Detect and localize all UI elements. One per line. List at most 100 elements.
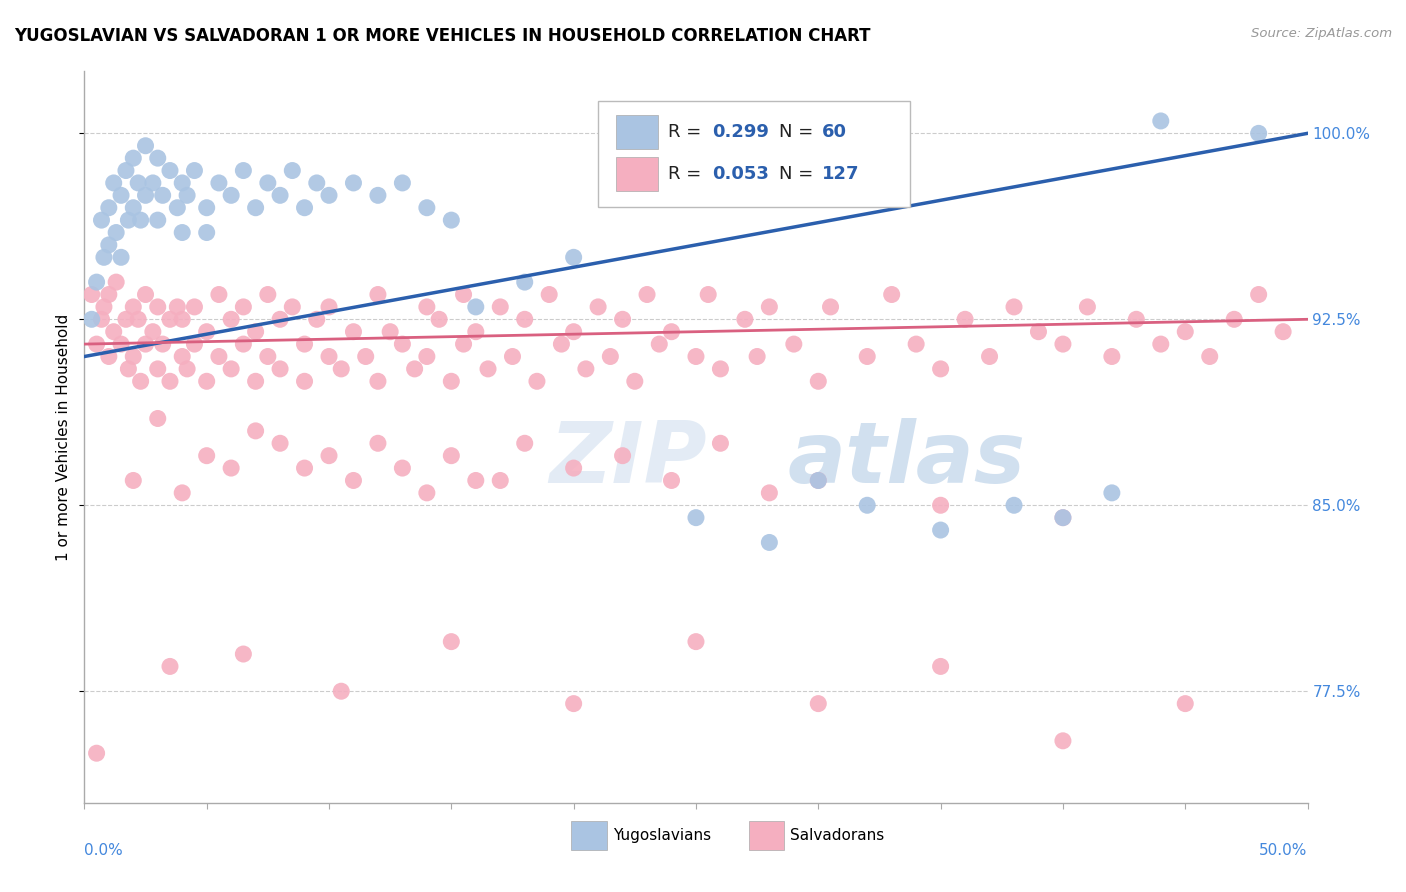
Point: [80, 287, 103, 301]
Point: [90, 213, 112, 227]
Point: [232, 300, 254, 314]
Point: [1028, 325, 1050, 339]
Point: [807, 474, 830, 488]
Point: [624, 374, 647, 388]
Point: [391, 461, 413, 475]
Point: [367, 374, 389, 388]
Point: [550, 337, 572, 351]
Point: [195, 449, 218, 463]
Point: [183, 337, 205, 351]
Point: [159, 659, 181, 673]
Text: 60: 60: [823, 123, 846, 141]
Point: [219, 312, 242, 326]
Point: [685, 350, 707, 364]
Point: [513, 436, 536, 450]
Point: [115, 312, 138, 326]
Point: [1223, 312, 1246, 326]
Point: [245, 424, 267, 438]
Point: [172, 176, 194, 190]
Point: [208, 176, 231, 190]
Text: 50.0%: 50.0%: [1260, 843, 1308, 858]
Point: [219, 188, 242, 202]
Point: [427, 312, 450, 326]
Point: [208, 350, 231, 364]
Point: [856, 498, 879, 512]
Point: [159, 374, 181, 388]
Point: [305, 176, 328, 190]
Point: [404, 362, 426, 376]
Text: 0.053: 0.053: [711, 165, 769, 183]
Point: [1198, 350, 1220, 364]
Point: [758, 300, 780, 314]
Point: [122, 201, 145, 215]
Point: [416, 300, 439, 314]
Point: [318, 449, 340, 463]
Point: [1247, 287, 1270, 301]
Point: [176, 362, 198, 376]
Point: [122, 151, 145, 165]
Point: [342, 325, 364, 339]
Point: [1174, 697, 1197, 711]
Point: [612, 449, 634, 463]
Point: [305, 312, 328, 326]
Point: [232, 647, 254, 661]
Point: [464, 325, 486, 339]
Point: [103, 325, 125, 339]
Point: [110, 337, 132, 351]
Point: [440, 449, 463, 463]
Point: [440, 213, 463, 227]
Point: [117, 362, 139, 376]
Point: [807, 474, 830, 488]
Point: [820, 300, 842, 314]
Point: [219, 461, 242, 475]
Point: [86, 275, 108, 289]
Point: [929, 523, 952, 537]
Point: [807, 374, 830, 388]
Point: [562, 250, 585, 264]
Point: [391, 176, 413, 190]
Point: [538, 287, 561, 301]
Point: [1247, 126, 1270, 140]
Point: [257, 176, 280, 190]
Point: [93, 250, 115, 264]
Point: [697, 287, 720, 301]
Point: [105, 275, 128, 289]
Point: [110, 250, 132, 264]
Point: [245, 374, 267, 388]
FancyBboxPatch shape: [748, 822, 785, 850]
Point: [105, 226, 128, 240]
Point: [1052, 734, 1074, 748]
Point: [1174, 325, 1197, 339]
Point: [122, 300, 145, 314]
Point: [294, 374, 316, 388]
Point: [232, 337, 254, 351]
Point: [281, 163, 304, 178]
Point: [86, 746, 108, 760]
Point: [172, 486, 194, 500]
Point: [117, 213, 139, 227]
Point: [245, 201, 267, 215]
Point: [599, 350, 621, 364]
FancyBboxPatch shape: [616, 157, 658, 191]
Point: [440, 374, 463, 388]
Text: ZIP: ZIP: [550, 417, 707, 500]
Point: [367, 188, 389, 202]
Point: [127, 176, 149, 190]
Point: [929, 659, 952, 673]
Text: N =: N =: [779, 165, 820, 183]
Point: [391, 337, 413, 351]
Point: [166, 201, 188, 215]
Point: [172, 312, 194, 326]
Point: [86, 337, 108, 351]
Point: [294, 201, 316, 215]
Point: [146, 411, 169, 425]
Point: [513, 275, 536, 289]
Point: [1150, 337, 1173, 351]
Point: [342, 474, 364, 488]
Point: [152, 188, 174, 202]
Point: [1076, 300, 1098, 314]
Point: [172, 350, 194, 364]
Point: [97, 287, 120, 301]
Point: [1002, 300, 1025, 314]
Point: [122, 350, 145, 364]
